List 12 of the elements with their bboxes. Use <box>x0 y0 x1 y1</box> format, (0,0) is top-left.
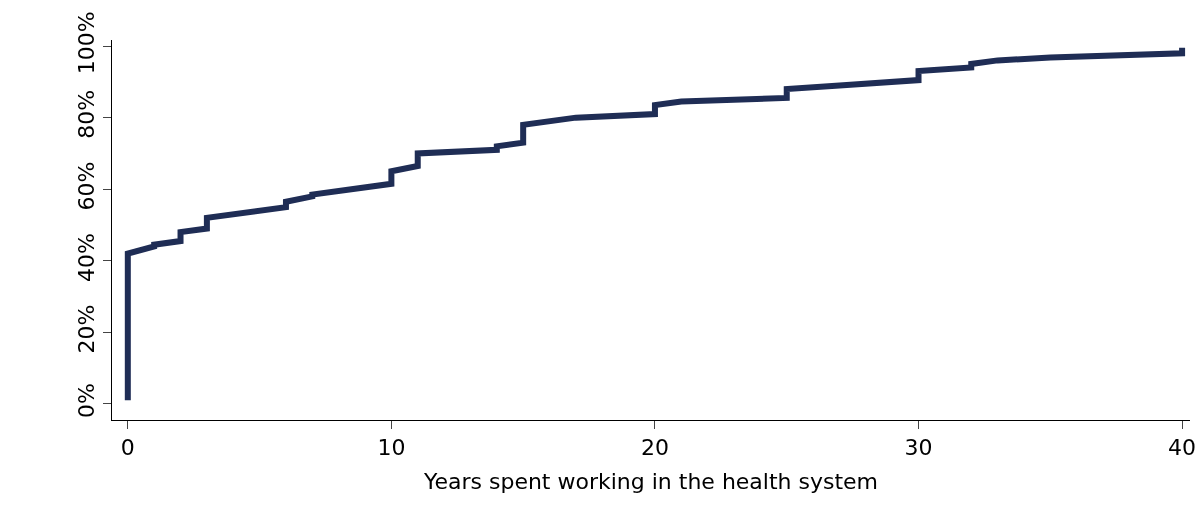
x-tick-label: 10 <box>377 435 406 461</box>
y-tick-label: 40% <box>74 233 100 282</box>
x-tick-label: 30 <box>904 435 933 461</box>
y-tick-label: 60% <box>74 161 100 211</box>
y-tick-label: 0% <box>74 383 100 419</box>
x-tick-label: 20 <box>640 435 669 461</box>
x-tick-label: 0 <box>120 435 135 461</box>
x-tick-label: 40 <box>1168 435 1197 461</box>
y-tick-label: 20% <box>74 304 100 354</box>
y-tick-label: 80% <box>74 89 100 139</box>
x-axis-title: Years spent working in the health system <box>422 469 879 495</box>
y-tick-label: 100% <box>74 11 100 75</box>
